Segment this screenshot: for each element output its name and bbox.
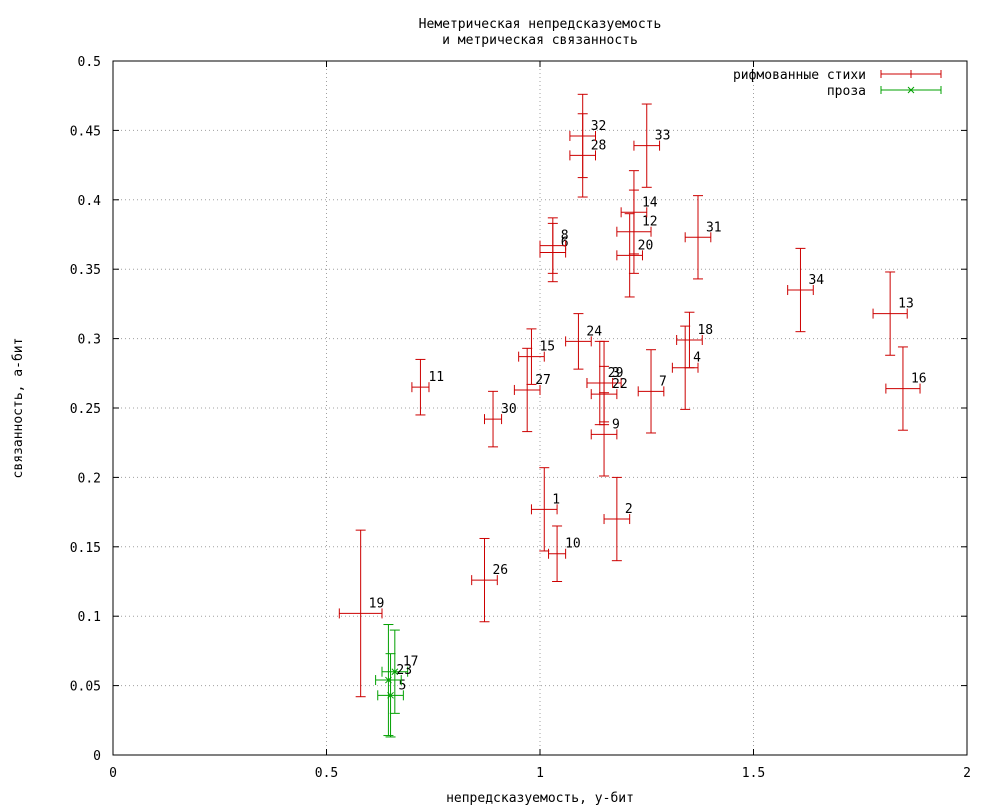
point-label: 8 xyxy=(561,229,569,244)
data-point xyxy=(684,195,712,280)
point-label: 10 xyxy=(565,537,581,552)
data-point xyxy=(616,213,643,298)
legend-swatch xyxy=(880,70,942,78)
point-label: 28 xyxy=(591,138,607,153)
data-point xyxy=(885,346,921,431)
data-point xyxy=(513,347,541,433)
point-label: 19 xyxy=(369,596,385,611)
data-point xyxy=(872,271,908,356)
data-points: 1234678910111213141516181920222426272829… xyxy=(338,93,927,738)
data-point xyxy=(603,476,631,562)
data-point xyxy=(539,217,567,274)
point-label: 20 xyxy=(638,238,654,253)
point-label: 12 xyxy=(642,215,658,230)
data-point xyxy=(518,328,545,385)
point-label: 15 xyxy=(539,340,555,355)
y-tick-label: 0.05 xyxy=(70,680,101,695)
x-tick-label: 0 xyxy=(109,766,117,781)
y-tick-label: 0.2 xyxy=(78,471,101,486)
point-label: 32 xyxy=(591,119,607,134)
data-point xyxy=(565,313,592,370)
point-label: 26 xyxy=(492,563,508,578)
x-tick-label: 2 xyxy=(963,766,971,781)
data-point xyxy=(620,170,648,255)
data-point xyxy=(471,537,498,623)
data-point xyxy=(637,349,665,434)
data-point xyxy=(569,93,597,179)
point-label: 1 xyxy=(552,492,560,507)
data-point xyxy=(483,390,503,448)
data-point xyxy=(586,340,614,426)
point-label: 17 xyxy=(403,655,419,670)
point-label: 13 xyxy=(898,297,914,312)
point-label: 4 xyxy=(693,351,701,366)
point-label: 22 xyxy=(612,377,628,392)
data-point xyxy=(375,624,402,737)
point-label: 29 xyxy=(608,366,624,381)
x-tick-label: 1 xyxy=(536,766,544,781)
point-label: 24 xyxy=(586,324,602,339)
data-point xyxy=(381,629,409,714)
x-tick-label: 0.5 xyxy=(315,766,338,781)
y-tick-label: 0.15 xyxy=(70,541,101,556)
point-label: 30 xyxy=(501,402,517,417)
point-marker xyxy=(391,668,399,676)
point-marker xyxy=(385,676,392,684)
series-rhymed-verse: 1234678910111213141516181920222426272829… xyxy=(338,93,927,698)
y-axis-label: связанность, а-бит xyxy=(11,338,26,479)
legend-label: проза xyxy=(827,84,866,99)
point-label: 18 xyxy=(697,323,713,338)
point-label: 6 xyxy=(561,236,569,251)
y-tick-label: 0.1 xyxy=(78,610,101,625)
point-label: 2 xyxy=(625,502,633,517)
point-label: 14 xyxy=(642,195,658,210)
data-point xyxy=(411,358,430,416)
y-tick-label: 0 xyxy=(93,749,101,764)
y-tick-label: 0.5 xyxy=(78,55,101,70)
point-label: 33 xyxy=(655,129,671,144)
point-label: 34 xyxy=(808,273,824,288)
axis-ticks: 0 0.5 1 1.5 200.050.10.150.20.250.30.350.40.… xyxy=(70,55,971,781)
y-tick-label: 0.25 xyxy=(70,402,101,417)
x-tick-label: 1.5 xyxy=(742,766,765,781)
chart-title-line-2: и метрическая связанность xyxy=(442,33,638,48)
data-point xyxy=(590,365,618,423)
data-point xyxy=(633,103,661,188)
y-tick-label: 0.4 xyxy=(78,194,102,209)
point-label: 5 xyxy=(399,678,407,693)
legend-label: рифмованные стихи xyxy=(733,68,866,83)
x-axis-label: непредсказуемость, у-бит xyxy=(446,791,634,805)
data-point xyxy=(787,247,814,333)
point-label: 7 xyxy=(659,374,667,389)
point-label: 16 xyxy=(911,372,927,387)
data-point xyxy=(338,529,383,698)
point-label: 23 xyxy=(396,663,412,678)
data-point xyxy=(676,311,703,369)
y-tick-label: 0.3 xyxy=(78,333,101,348)
data-point xyxy=(548,525,567,582)
y-tick-label: 0.45 xyxy=(70,124,101,139)
point-label: 31 xyxy=(706,220,722,235)
chart-title-line-1: Неметрическая непредсказуемость xyxy=(419,17,662,32)
grid xyxy=(113,61,967,755)
point-label: 27 xyxy=(535,373,551,388)
legend-swatch xyxy=(880,86,942,94)
point-label: 9 xyxy=(612,417,620,432)
point-label: 11 xyxy=(428,370,444,385)
y-tick-label: 0.35 xyxy=(70,263,101,278)
data-point xyxy=(530,467,558,552)
point-label: 3 xyxy=(612,366,620,381)
